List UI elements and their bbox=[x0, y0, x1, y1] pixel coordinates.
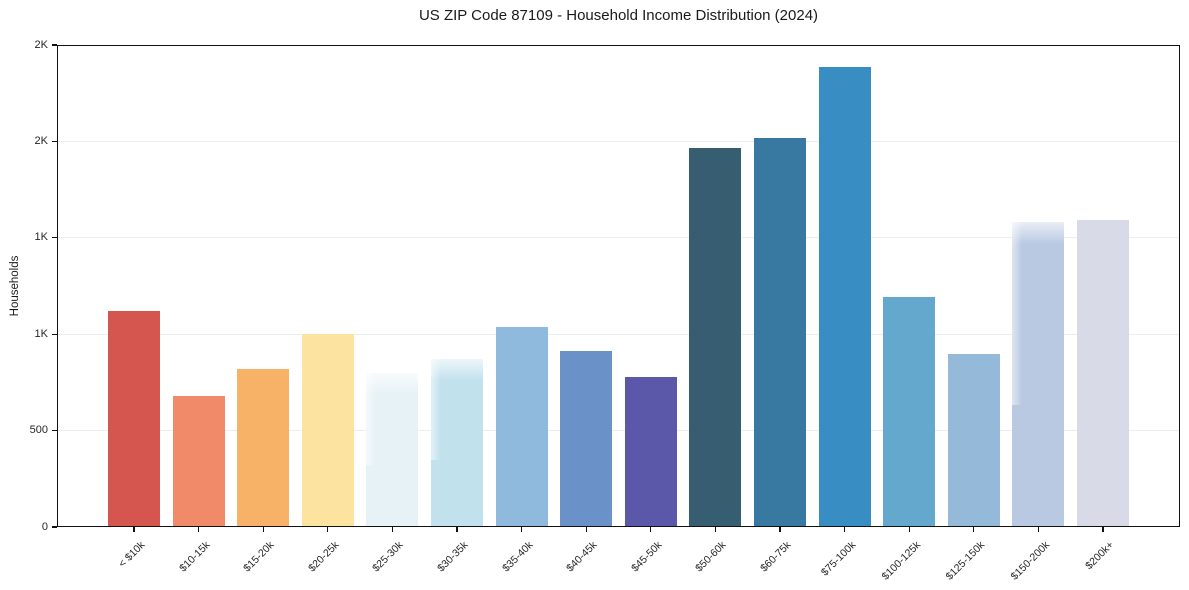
y-tick-label: 500 bbox=[29, 424, 48, 437]
x-tick-mark bbox=[521, 527, 523, 532]
x-tick-mark bbox=[779, 527, 781, 532]
y-tick-mark bbox=[52, 526, 57, 528]
gridline bbox=[57, 237, 1180, 239]
bar-20-25k bbox=[301, 334, 354, 527]
y-tick-label: 2K bbox=[34, 38, 48, 51]
gridline bbox=[57, 44, 1180, 46]
chart-title: US ZIP Code 87109 - Household Income Dis… bbox=[418, 7, 819, 24]
x-tick-mark bbox=[714, 527, 716, 532]
y-tick-label: 2K bbox=[34, 134, 48, 147]
y-tick-label: 1K bbox=[34, 231, 48, 244]
bar-150-200k bbox=[1012, 222, 1065, 527]
x-tick-mark bbox=[198, 527, 200, 532]
bar-75-100k bbox=[818, 67, 871, 527]
x-tick-label-text: $100-125k bbox=[879, 539, 923, 583]
bar-35-40k bbox=[495, 326, 548, 527]
x-tick-label-text: $125-150k bbox=[943, 539, 988, 583]
x-tick-label-text: $30-35k bbox=[435, 539, 471, 575]
x-tick-mark bbox=[908, 527, 910, 532]
x-tick-mark bbox=[262, 527, 264, 532]
x-tick-mark bbox=[585, 527, 587, 532]
bar-10-15k bbox=[172, 395, 225, 527]
y-tick-label: 1K bbox=[34, 327, 48, 340]
x-tick-mark bbox=[973, 527, 975, 532]
x-tick-mark bbox=[844, 527, 846, 532]
x-tick-mark bbox=[327, 527, 329, 532]
bar-30-35k bbox=[431, 359, 483, 527]
y-tick-label: 0 bbox=[41, 520, 48, 533]
bar-40-45k bbox=[560, 350, 613, 527]
x-tick-label-text: $50-60k bbox=[693, 539, 729, 575]
y-axis-label: Households bbox=[9, 255, 21, 317]
x-tick-label-text: $200k+ bbox=[1083, 539, 1117, 573]
x-tick-label-text: $40-45k bbox=[564, 539, 600, 575]
bar-45-50k bbox=[624, 376, 677, 527]
gridline bbox=[57, 430, 1180, 432]
y-tick-mark bbox=[52, 140, 57, 142]
x-tick-label-text: $20-25k bbox=[305, 539, 342, 575]
x-tick-label-text: $45-50k bbox=[628, 539, 665, 575]
y-tick-mark bbox=[52, 430, 57, 432]
x-tick-mark bbox=[456, 527, 458, 532]
bar-50-60k bbox=[689, 148, 742, 527]
x-tick-label-text: < $10k bbox=[116, 539, 148, 570]
x-tick-mark bbox=[133, 527, 135, 532]
x-tick-label-text: $60-75k bbox=[758, 539, 794, 575]
bar-60-75k bbox=[754, 137, 806, 527]
bar-25-30k bbox=[366, 372, 419, 527]
gridline bbox=[57, 140, 1180, 142]
x-tick-label-text: $25-30k bbox=[370, 539, 406, 575]
plot-area bbox=[57, 44, 1180, 527]
bar-125-150k bbox=[947, 354, 1000, 527]
gridline bbox=[57, 333, 1180, 335]
x-tick-label-text: $10-15k bbox=[176, 539, 213, 575]
x-tick-label-text: $150-200k bbox=[1008, 539, 1052, 583]
y-tick-mark bbox=[52, 333, 57, 335]
x-tick-mark bbox=[1037, 527, 1039, 532]
x-tick-mark bbox=[1102, 527, 1104, 532]
x-tick-label-text: $15-20k bbox=[241, 539, 277, 575]
x-tick-mark bbox=[391, 527, 393, 532]
bar-200k+ bbox=[1077, 219, 1129, 527]
x-tick-label-text: $75-100k bbox=[818, 539, 859, 579]
y-tick-mark bbox=[52, 44, 57, 46]
x-tick-mark bbox=[650, 527, 652, 532]
y-tick-mark bbox=[52, 237, 57, 239]
bar-10k bbox=[108, 311, 160, 527]
bar-100-125k bbox=[883, 296, 936, 527]
bar-15-20k bbox=[237, 368, 290, 527]
x-tick-label-text: $35-40k bbox=[499, 539, 536, 575]
